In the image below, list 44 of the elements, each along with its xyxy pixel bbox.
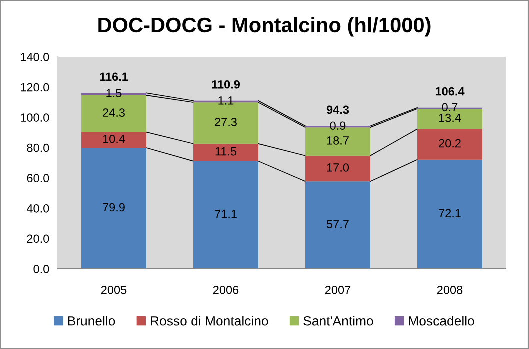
- data-label: 11.5: [216, 148, 237, 156]
- bar: [194, 144, 258, 162]
- bar: [82, 148, 146, 269]
- y-tick-label: 140.0: [21, 53, 50, 62]
- x-tick-label: 2005: [101, 286, 127, 294]
- bar: [418, 129, 482, 160]
- x-tick-label: 2008: [437, 286, 463, 294]
- bar: [194, 161, 258, 269]
- data-label: 24.3: [103, 108, 125, 118]
- data-label: 72.1: [439, 209, 461, 218]
- data-label: 20.2: [439, 139, 461, 148]
- data-label: 18.7: [327, 136, 349, 145]
- legend-label: Moscadello: [409, 316, 474, 326]
- data-label: 10.4: [103, 134, 126, 144]
- data-label: 17.0: [327, 164, 350, 172]
- total-label: 106.4: [436, 87, 465, 96]
- bar: [306, 156, 370, 182]
- data-label: 27.3: [215, 118, 237, 126]
- legend-label: Sant'Antimo: [304, 316, 374, 326]
- legend-label: Rosso di Montalcino: [151, 316, 268, 326]
- y-tick-label: 100.0: [21, 114, 50, 122]
- bar: [306, 182, 370, 269]
- bar: [418, 160, 482, 269]
- data-label: 79.9: [103, 203, 125, 212]
- total-label: 116.1: [100, 72, 128, 82]
- legend-label: Brunello: [68, 316, 116, 326]
- data-label: 57.7: [326, 220, 349, 228]
- y-tick-label: 60.0: [27, 174, 50, 183]
- y-tick-label: 0.0: [34, 265, 50, 274]
- y-tick-label: 120.0: [21, 83, 50, 92]
- data-label: 0.9: [330, 122, 346, 130]
- data-label: 1.1: [218, 96, 234, 105]
- total-label: 94.3: [326, 106, 350, 114]
- x-tick-label: 2006: [213, 286, 239, 294]
- total-label: 110.9: [212, 80, 240, 89]
- data-label: 13.4: [439, 114, 462, 122]
- bar: [82, 132, 146, 148]
- y-tick-label: 40.0: [26, 204, 50, 213]
- data-label: 1.5: [106, 89, 122, 98]
- x-tick-label: 2007: [325, 286, 351, 294]
- data-label: 71.1: [215, 210, 237, 218]
- y-tick-label: 80.0: [27, 144, 50, 152]
- y-tick-label: 20.0: [27, 234, 50, 244]
- chart-title: DOC-DOCG - Montalcino (hl/1000): [98, 17, 431, 37]
